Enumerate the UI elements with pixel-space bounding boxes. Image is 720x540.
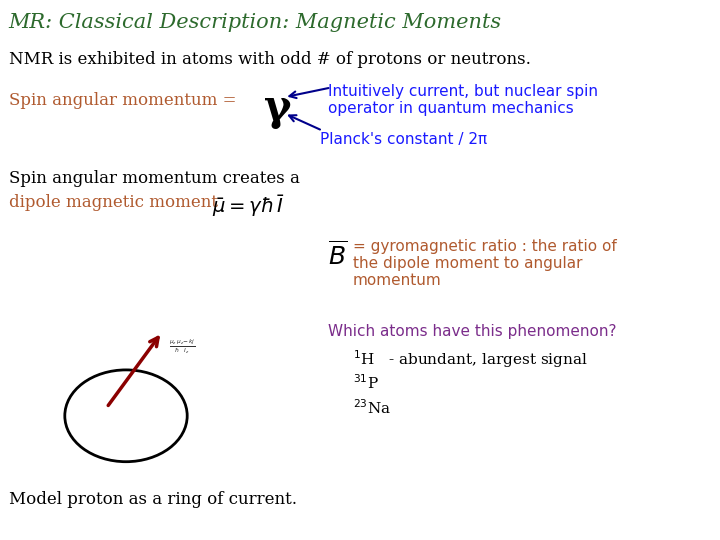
Text: $\overline{B}$: $\overline{B}$ bbox=[328, 240, 347, 269]
Text: $\bar{\mu} = \gamma\hbar\,\bar{I}$: $\bar{\mu} = \gamma\hbar\,\bar{I}$ bbox=[212, 193, 285, 219]
Text: Planck's constant / 2π: Planck's constant / 2π bbox=[320, 132, 487, 147]
Text: $\frac{\mu_z\;\mu_z\!-\!kj}{\hbar\quad I_z}$: $\frac{\mu_z\;\mu_z\!-\!kj}{\hbar\quad I… bbox=[169, 338, 195, 356]
Text: Intuitively current, but nuclear spin
operator in quantum mechanics: Intuitively current, but nuclear spin op… bbox=[328, 84, 598, 116]
Text: Spin angular momentum creates a: Spin angular momentum creates a bbox=[9, 170, 300, 187]
Text: Spin angular momentum =: Spin angular momentum = bbox=[9, 92, 236, 109]
Text: dipole magnetic moment: dipole magnetic moment bbox=[9, 194, 217, 211]
Text: $^{23}$Na: $^{23}$Na bbox=[353, 398, 391, 417]
Text: $^{1}$H   - abundant, largest signal: $^{1}$H - abundant, largest signal bbox=[353, 348, 588, 370]
Text: MR: Classical Description: Magnetic Moments: MR: Classical Description: Magnetic Mome… bbox=[9, 14, 502, 32]
Text: = gyromagnetic ratio : the ratio of
the dipole moment to angular
momentum: = gyromagnetic ratio : the ratio of the … bbox=[353, 239, 616, 288]
Text: NMR is exhibited in atoms with odd # of protons or neutrons.: NMR is exhibited in atoms with odd # of … bbox=[9, 51, 531, 68]
Text: Model proton as a ring of current.: Model proton as a ring of current. bbox=[9, 491, 297, 508]
Text: $^{31}$P: $^{31}$P bbox=[353, 374, 379, 393]
Text: Which atoms have this phenomenon?: Which atoms have this phenomenon? bbox=[328, 324, 616, 339]
Text: γ: γ bbox=[264, 87, 291, 130]
